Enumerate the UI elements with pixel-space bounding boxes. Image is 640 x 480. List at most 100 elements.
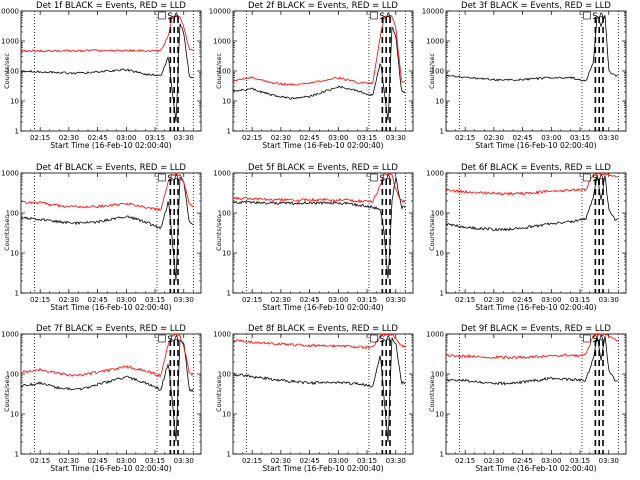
y-axis-label: Counts/sec [3, 215, 11, 251]
state-box-label: SA [167, 335, 180, 345]
x-tick-label: 02:30 [484, 134, 504, 142]
x-tick-label: 03:15 [357, 296, 377, 304]
y-tick-label: 100 [431, 68, 444, 76]
state-box-marker [370, 334, 378, 343]
x-tick-label: 03:15 [357, 457, 377, 465]
x-tick-label: 03:30 [599, 296, 619, 304]
x-tick-label: 03:30 [174, 296, 194, 304]
plot-frame [232, 333, 414, 455]
chart-panel-2: Det 2f BLACK = Events, RED = LLD 1 10 100 10… [209, 1, 414, 150]
lld-rate-line [20, 14, 194, 53]
state-box-label: SA [379, 12, 392, 22]
x-tick-label: 03:00 [328, 457, 348, 465]
x-tick-label: 02:15 [30, 296, 50, 304]
y-tick-label: 1000 [213, 38, 231, 46]
x-axis-label: Start Time (16-Feb-10 02:00:40) [262, 303, 383, 312]
y-tick-label: 1000 [1, 170, 19, 178]
y-tick-label: 100 [6, 371, 19, 379]
y-tick-label: 1 [15, 451, 19, 459]
state-box-marker [583, 334, 591, 343]
x-tick-label: 03:00 [541, 457, 561, 465]
x-tick-label: 03:30 [386, 296, 406, 304]
y-tick-label: 100 [218, 371, 231, 379]
state-box-marker [583, 173, 591, 182]
x-axis-label: Start Time (16-Feb-10 02:00:40) [50, 303, 171, 312]
event-rate-line [445, 15, 619, 82]
y-tick-label: 10000 [0, 8, 19, 16]
x-tick-label: 02:45 [300, 457, 320, 465]
event-rate-line [445, 175, 619, 232]
x-tick-label: 03:00 [116, 134, 136, 142]
x-tick-label: 03:30 [599, 134, 619, 142]
y-tick-label: 100 [218, 210, 231, 218]
x-tick-label: 02:45 [88, 134, 108, 142]
y-tick-label: 100 [431, 371, 444, 379]
x-tick-label: 02:30 [59, 296, 79, 304]
x-axis-label: Start Time (16-Feb-10 02:00:40) [475, 303, 596, 312]
state-box-marker [158, 334, 166, 343]
plot-frame [20, 333, 202, 455]
x-tick-label: 02:15 [242, 134, 262, 142]
x-tick-label: 03:15 [570, 134, 590, 142]
x-tick-label: 03:15 [145, 296, 165, 304]
x-tick-label: 02:45 [513, 457, 533, 465]
x-tick-label: 02:15 [455, 457, 475, 465]
chart-title: Det 6f BLACK = Events, RED = LLD [461, 163, 611, 173]
lld-rate-line [445, 172, 619, 196]
y-tick-label: 100 [218, 68, 231, 76]
event-rate-line [232, 26, 406, 121]
state-box-marker [158, 173, 166, 182]
y-axis-label: Counts/sec [215, 53, 223, 89]
y-tick-label: 1 [227, 290, 231, 298]
x-tick-label: 03:00 [328, 296, 348, 304]
x-tick-label: 02:15 [242, 296, 262, 304]
chart-panel-6: Det 6f BLACK = Events, RED = LLD 1 10 100 10… [426, 163, 627, 312]
state-box-label: SA [592, 335, 605, 345]
lld-rate-line [20, 172, 194, 212]
chart-panel-7: Det 7f BLACK = Events, RED = LLD 1 10 100 10… [1, 324, 202, 473]
y-tick-label: 10 [222, 250, 231, 258]
lld-rate-line [232, 172, 406, 204]
state-box-label: SA [592, 174, 605, 184]
y-tick-label: 10 [435, 411, 444, 419]
x-tick-label: 03:00 [541, 134, 561, 142]
x-tick-label: 03:30 [174, 134, 194, 142]
x-axis-label: Start Time (16-Feb-10 02:00:40) [475, 141, 596, 150]
state-box-marker [158, 11, 166, 20]
y-tick-label: 10 [222, 98, 231, 106]
plot-frame [232, 172, 414, 294]
chart-title: Det 3f BLACK = Events, RED = LLD [461, 1, 611, 11]
y-tick-label: 10000 [422, 8, 444, 16]
y-tick-label: 1 [227, 128, 231, 136]
plot-frame [445, 333, 627, 455]
x-axis-label: Start Time (16-Feb-10 02:00:40) [50, 141, 171, 150]
chart-panel-5: Det 5f BLACK = Events, RED = LLD 1 10 100 10… [213, 163, 414, 312]
y-tick-label: 1 [440, 290, 444, 298]
chart-title: Det 1f BLACK = Events, RED = LLD [36, 1, 186, 11]
state-box-label: SA [592, 12, 605, 22]
event-rate-line [20, 176, 194, 281]
y-tick-label: 10 [10, 250, 19, 258]
state-box-label: SA [379, 174, 392, 184]
state-box-label: SA [379, 335, 392, 345]
x-axis-label: Start Time (16-Feb-10 02:00:40) [262, 141, 383, 150]
chart-title: Det 4f BLACK = Events, RED = LLD [36, 163, 186, 173]
chart-title: Det 8f BLACK = Events, RED = LLD [248, 324, 398, 334]
y-tick-label: 1 [227, 451, 231, 459]
x-tick-label: 02:45 [513, 296, 533, 304]
x-tick-label: 02:45 [88, 296, 108, 304]
chart-title: Det 9f BLACK = Events, RED = LLD [461, 324, 611, 334]
x-tick-label: 02:30 [59, 134, 79, 142]
x-tick-label: 02:30 [271, 134, 291, 142]
x-tick-label: 03:30 [386, 457, 406, 465]
x-tick-label: 02:30 [484, 296, 504, 304]
x-tick-label: 03:15 [357, 134, 377, 142]
y-axis-label: Counts/sec [428, 53, 436, 89]
state-box-label: SA [167, 174, 180, 184]
y-axis-label: Counts/sec [215, 215, 223, 251]
x-tick-label: 03:15 [145, 457, 165, 465]
y-tick-label: 1000 [426, 38, 444, 46]
event-rate-line [232, 177, 406, 279]
chart-title: Det 7f BLACK = Events, RED = LLD [36, 324, 186, 334]
